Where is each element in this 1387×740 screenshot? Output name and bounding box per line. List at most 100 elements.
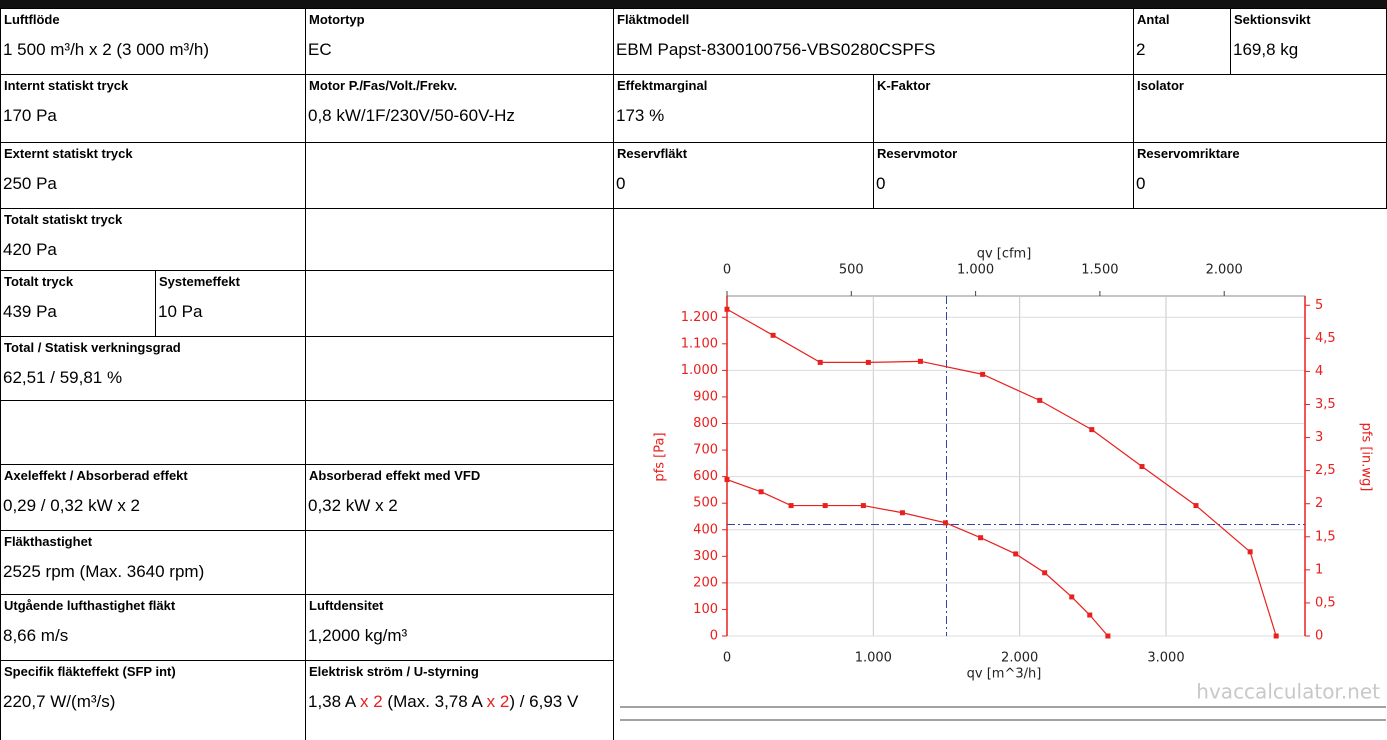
table-cell: Totalt tryck 439 Pa	[0, 270, 156, 337]
x2-tick-label: 1.000	[957, 263, 994, 278]
table-cell	[305, 270, 614, 337]
point	[865, 359, 871, 365]
y-tick-label: 400	[693, 522, 718, 537]
y2-tick-label: 3,5	[1315, 397, 1336, 412]
cell-label: Total / Statisk verkningsgrad	[4, 340, 181, 355]
cell-value: 0	[1136, 174, 1146, 193]
table-cell: Reservomriktare 0	[1133, 142, 1387, 209]
y2-tick-label: 2,5	[1315, 463, 1336, 478]
table-cell	[305, 336, 614, 401]
point	[1247, 549, 1253, 555]
curve	[726, 308, 1277, 637]
cell-value: 0	[876, 174, 886, 193]
cell-value: 169,8 kg	[1233, 40, 1299, 59]
y-tick-label: 700	[693, 443, 718, 458]
watermark: hvaccalculator.net	[1196, 680, 1380, 704]
y2-tick-label: 4,5	[1315, 331, 1336, 346]
table-cell	[305, 208, 614, 271]
cell-label: Axeleffekt / Absorberad effekt	[4, 468, 188, 483]
cell-label: Luftflöde	[4, 12, 60, 27]
point	[1069, 594, 1075, 600]
cell-label: Fläktmodell	[617, 12, 690, 27]
cell-label: Totalt statiskt tryck	[4, 212, 123, 227]
table-cell: Reservmotor 0	[873, 142, 1134, 209]
table-cell	[305, 530, 614, 595]
table-cell: Externt statiskt tryck 250 Pa	[0, 142, 306, 209]
x2-tick-label: 500	[839, 263, 864, 278]
table-cell	[305, 142, 614, 209]
x-tick-label: 3.000	[1147, 651, 1184, 666]
table-cell: Elektrisk ström / U-styrning 1,38 A x 2 (…	[305, 660, 614, 740]
table-cell: Motor P./Fas/Volt./Frekv. 0,8 kW/1F/230V/…	[305, 74, 614, 143]
y-tick-label: 200	[693, 575, 718, 590]
point	[1013, 551, 1019, 557]
y2-axis-label: pfs [in.wg]	[1359, 423, 1374, 492]
y2-tick-label: 3	[1315, 430, 1323, 445]
top-bar	[0, 0, 1387, 8]
value-part: ) / 6,93 V	[509, 692, 579, 711]
cell-value: 173 %	[616, 106, 665, 125]
point	[942, 520, 948, 526]
point	[978, 535, 984, 541]
point	[1037, 397, 1043, 403]
cell-value: EC	[308, 40, 332, 59]
table-cell: Motortyp EC	[305, 8, 614, 75]
cell-label: Externt statiskt tryck	[4, 146, 133, 161]
x-tick-label: 1.000	[855, 651, 892, 666]
table-cell: Effektmarginal 173 %	[613, 74, 874, 143]
table-cell	[305, 400, 614, 465]
x-axis-label: qv [m^3/h]	[967, 667, 1042, 682]
table-cell: Systemeffekt 10 Pa	[155, 270, 306, 337]
point	[1193, 503, 1199, 509]
cell-label: Fläkthastighet	[4, 534, 93, 549]
cell-value: 0,29 / 0,32 kW x 2	[3, 496, 141, 515]
point	[1273, 633, 1279, 639]
cell-label: Sektionsvikt	[1234, 12, 1311, 27]
cell-label: Antal	[1137, 12, 1170, 27]
table-cell: Fläktmodell EBM Papst-8300100756-VBS0280C…	[613, 8, 1134, 75]
point	[822, 503, 828, 509]
cell-value: 1,2000 kg/m³	[308, 626, 408, 645]
cell-label: Reservomriktare	[1137, 146, 1240, 161]
cell-label: Utgående lufthastighet fläkt	[4, 598, 176, 613]
cell-value: 1,38 A x 2 (Max. 3,78 A x 2) / 6,93 V	[308, 693, 611, 711]
cell-label: Absorberad effekt med VFD	[309, 468, 481, 483]
y2-tick-label: 1	[1315, 562, 1323, 577]
y-tick-label: 1.000	[681, 363, 718, 378]
y2-tick-label: 4	[1315, 364, 1323, 379]
cell-label: K-Faktor	[877, 78, 931, 93]
y2-tick-label: 0	[1315, 629, 1323, 644]
y2-tick-label: 1,5	[1315, 529, 1336, 544]
point	[1105, 633, 1111, 639]
table-cell: Absorberad effekt med VFD 0,32 kW x 2	[305, 464, 614, 531]
y-tick-label: 500	[693, 496, 718, 511]
cell-label: Luftdensitet	[309, 598, 384, 613]
table-cell: Axeleffekt / Absorberad effekt 0,29 / 0,3…	[0, 464, 306, 531]
table-cell: Internt statiskt tryck 170 Pa	[0, 74, 306, 143]
y-tick-label: 800	[693, 416, 718, 431]
value-part: x 2	[360, 692, 383, 711]
chart: 0 1.000 2.000 3.000 0 500 1.000 1.500 2.000 0 100 2…	[614, 209, 1386, 729]
cell-value: 439 Pa	[3, 302, 57, 321]
table-cell	[0, 400, 306, 465]
x2-tick-label: 0	[723, 263, 731, 278]
cell-label: Systemeffekt	[159, 274, 240, 289]
cell-value: 2525 rpm (Max. 3640 rpm)	[3, 562, 205, 581]
point	[917, 358, 923, 364]
value-part: 1,38 A	[308, 692, 360, 711]
x-tick-label: 2.000	[1001, 651, 1038, 666]
cell-value: 62,51 / 59,81 %	[3, 368, 123, 387]
value-part: (Max. 3,78 A	[382, 692, 487, 711]
point	[724, 306, 730, 312]
point	[860, 503, 866, 509]
table-cell: Total / Statisk verkningsgrad 62,51 / 59,…	[0, 336, 306, 401]
table-cell: Utgående lufthastighet fläkt 8,66 m/s	[0, 594, 306, 661]
cell-value: 10 Pa	[158, 302, 203, 321]
cell-value: 2	[1136, 40, 1146, 59]
y-tick-label: 900	[693, 389, 718, 404]
cell-value: 0,8 kW/1F/230V/50-60V-Hz	[308, 106, 515, 125]
x-tick-label: 0	[723, 651, 731, 666]
y-axis-label: pfs [Pa]	[653, 432, 668, 481]
cell-value: 420 Pa	[3, 240, 57, 259]
